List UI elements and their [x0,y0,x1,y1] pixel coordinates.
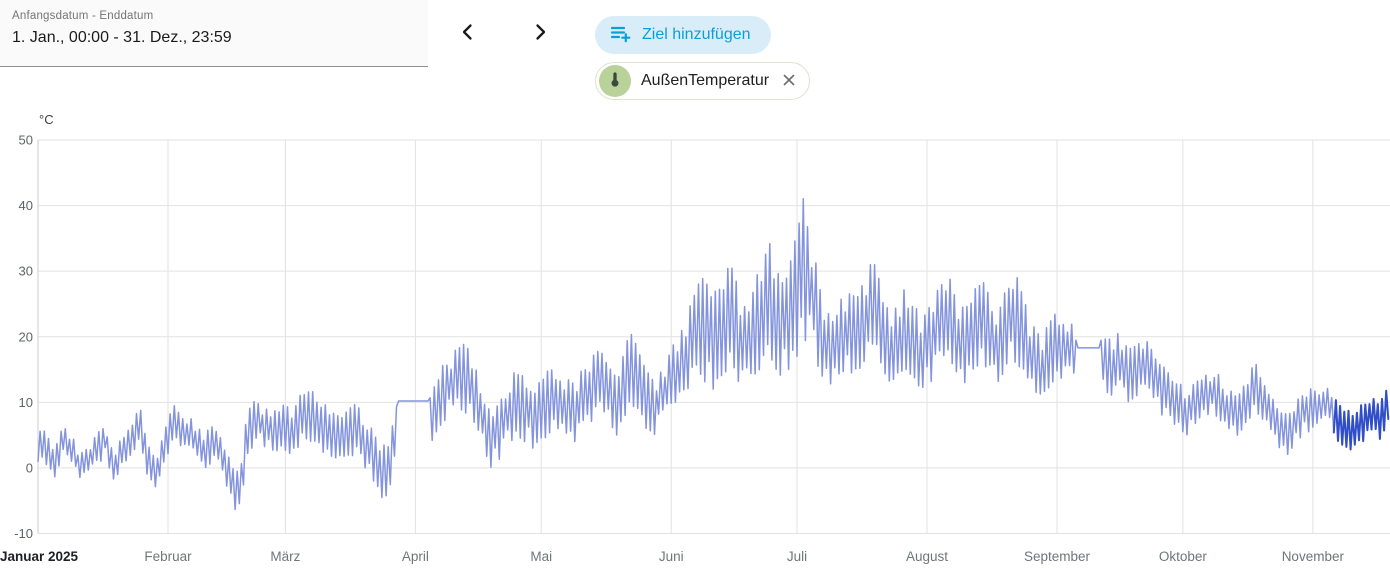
temperature-series-line-recent [1332,389,1390,451]
playlist-plus-icon [609,21,633,50]
y-tick-label: 20 [19,329,33,344]
x-tick-label: März [270,549,300,564]
x-tick-label: August [906,549,948,564]
date-range-label: Anfangsdatum - Enddatum [12,10,154,22]
next-period-button[interactable] [520,13,560,53]
add-goal-label: Ziel hinzufügen [642,26,751,43]
y-tick-label: -10 [14,526,33,541]
remove-entity-button[interactable] [779,70,799,93]
y-tick-label: 50 [19,133,33,148]
x-tick-label: November [1282,549,1345,564]
y-tick-label: 40 [19,198,33,213]
chevron-right-icon [528,20,552,47]
entity-avatar [599,65,631,97]
thermometer-icon [605,69,625,94]
x-tick-label: September [1024,549,1091,564]
previous-period-button[interactable] [448,13,488,53]
x-tick-label: Juli [787,549,807,564]
date-range-value: 1. Jan., 00:00 - 31. Dez., 23:59 [12,29,232,46]
x-tick-label: Juni [659,549,684,564]
close-icon [781,72,797,91]
add-goal-button[interactable]: Ziel hinzufügen [595,16,771,54]
entity-chip-label: AußenTemperatur [641,72,770,89]
x-tick-label: Februar [144,549,192,564]
x-tick-label: Oktober [1159,549,1208,564]
chevron-left-icon [456,20,480,47]
y-tick-label: 0 [26,460,33,475]
x-tick-label: April [402,549,429,564]
date-range-field[interactable]: Anfangsdatum - Enddatum 1. Jan., 00:00 -… [0,0,428,67]
temperature-series-line [37,197,1337,511]
y-axis-unit-label: °C [39,112,54,127]
y-tick-label: 30 [19,264,33,279]
chart-plot-area[interactable] [38,140,1390,534]
y-tick-label: 10 [19,395,33,410]
x-tick-label: Mai [530,549,552,564]
x-tick-label: Januar 2025 [0,549,79,564]
entity-chip-aussentemperatur[interactable]: AußenTemperatur [595,62,811,100]
